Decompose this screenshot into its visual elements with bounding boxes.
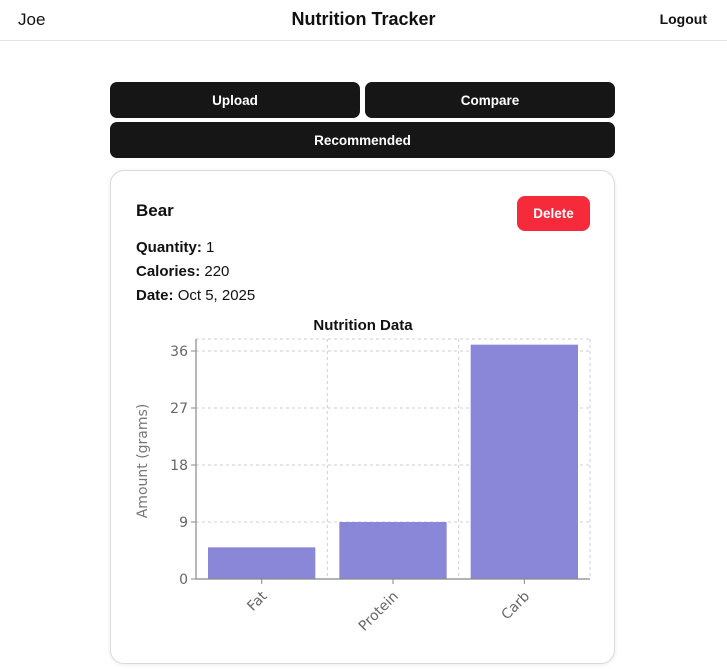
bar-protein (339, 522, 447, 579)
chart-grid (196, 338, 591, 579)
x-axis-ticks: Fat Protein Carb (244, 579, 533, 635)
bar-fat (208, 547, 316, 579)
date-value: Oct 5, 2025 (177, 287, 256, 304)
y-axis-ticks: 0 9 18 27 36 (170, 344, 196, 588)
chart-bars (208, 344, 578, 579)
date-row: Date: Oct 5, 2025 (136, 287, 255, 304)
item-name: Bear (136, 201, 174, 220)
calories-label: Calories: (136, 263, 201, 280)
delete-button[interactable]: Delete (517, 196, 590, 231)
top-bar: Joe Nutrition Tracker Logout (0, 0, 727, 41)
recommended-button[interactable]: Recommended (110, 122, 615, 158)
quantity-row: Quantity: 1 (136, 239, 214, 256)
compare-button[interactable]: Compare (365, 82, 615, 118)
y-tick-label: 18 (170, 458, 188, 474)
food-item-card: Bear Delete Quantity: 1 Calories: 220 Da… (110, 170, 615, 664)
quantity-value: 1 (206, 239, 215, 256)
logout-button[interactable]: Logout (659, 11, 707, 27)
chart-title: Nutrition Data (313, 317, 413, 334)
user-name: Joe (18, 10, 46, 29)
y-tick-label: 27 (170, 401, 188, 417)
bar-carb (470, 344, 578, 579)
y-tick-label: 9 (179, 515, 188, 531)
x-tick-label: Fat (244, 588, 270, 614)
upload-button[interactable]: Upload (110, 82, 360, 118)
y-tick-label: 36 (170, 344, 188, 360)
x-tick-label: Protein (356, 589, 402, 635)
calories-row: Calories: 220 (136, 263, 229, 280)
calories-value: 220 (204, 263, 230, 280)
y-axis-label: Amount (grams) (135, 404, 151, 519)
quantity-label: Quantity: (136, 239, 202, 256)
y-tick-label: 0 (179, 572, 188, 588)
app-title: Nutrition Tracker (291, 9, 436, 29)
date-label: Date: (136, 287, 174, 304)
nutrition-chart: Nutrition Data Amount (grams) 0 9 18 27 36 F… (135, 317, 591, 635)
x-tick-label: Carb (499, 588, 534, 623)
